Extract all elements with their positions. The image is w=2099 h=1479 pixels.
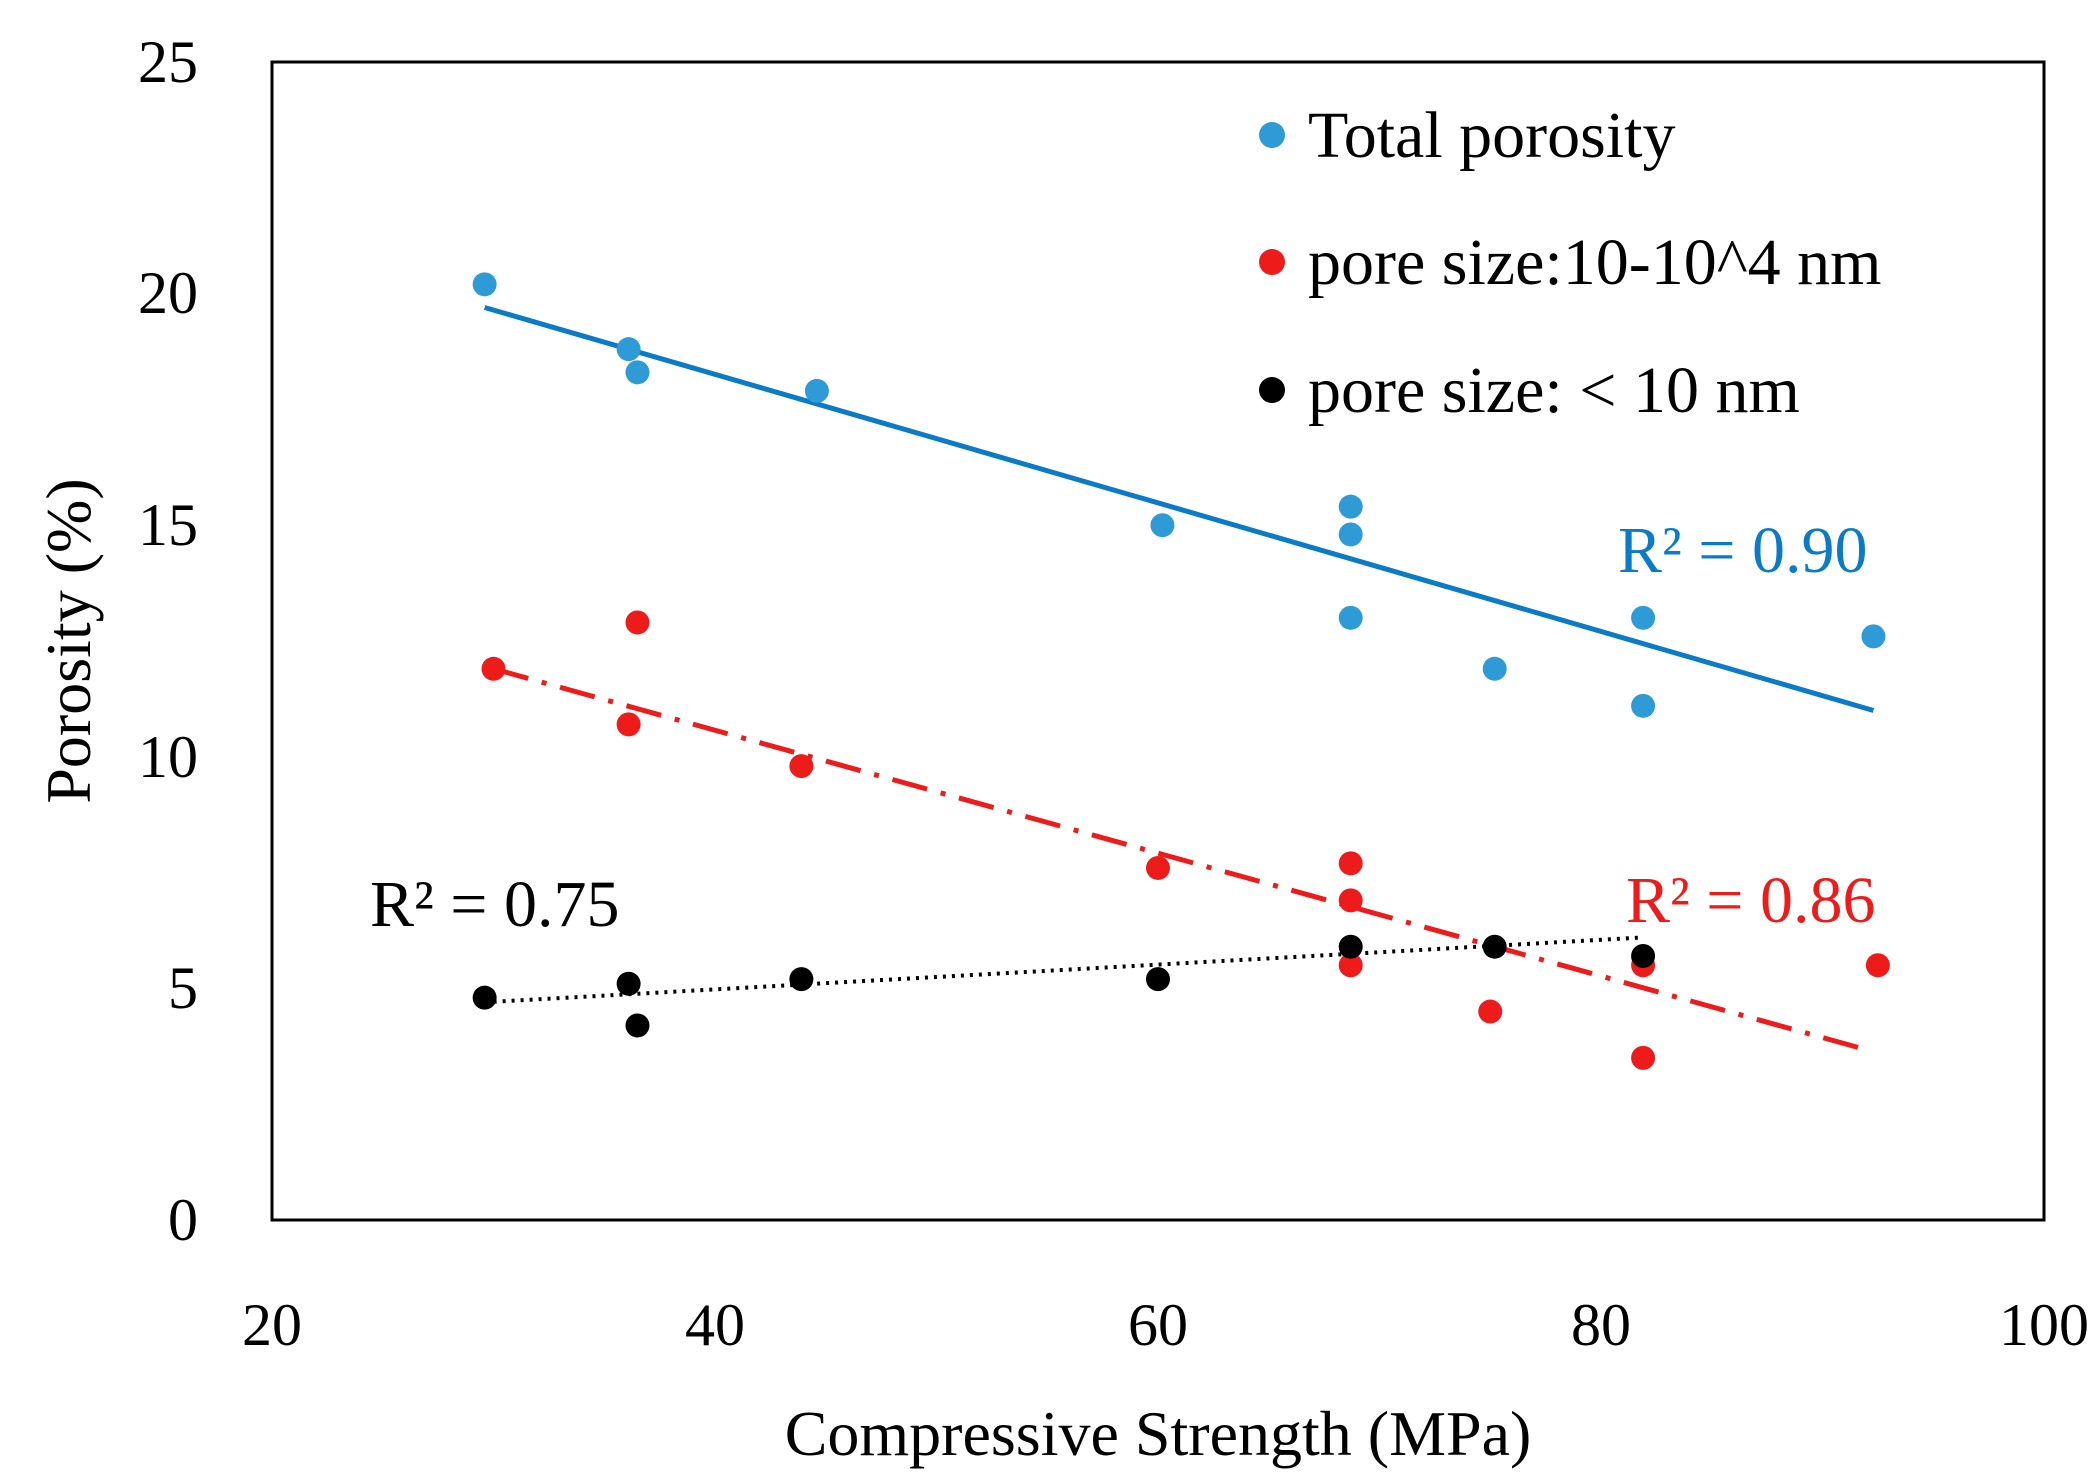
x-axis-tick-labels: 20 40 60 80 100 [242,1292,2089,1358]
data-point-series-0-3 [804,378,829,403]
data-point-series-0-6 [1338,522,1363,547]
x-tick-label: 80 [1571,1292,1631,1358]
data-point-series-2-2 [625,1013,650,1038]
data-point-series-2-7 [1631,943,1656,968]
legend-marker-pore-10-10000nm [1259,249,1285,275]
data-point-series-0-8 [1482,656,1507,681]
data-point-series-0-2 [625,360,650,385]
y-tick-label: 25 [138,29,198,95]
data-point-series-2-4 [1146,967,1170,992]
trendlines [483,305,1875,1052]
r2-label-pore-10-10000nm: R² = 0.86 [1626,864,1876,937]
data-point-series-2-5 [1338,934,1363,959]
legend-label-pore-under-10nm: pore size: < 10 nm [1308,354,1800,427]
data-point-series-0-4 [1150,513,1175,538]
data-point-series-1-4 [1146,855,1170,880]
data-point-series-1-6 [1338,888,1363,913]
r2-label-total-porosity: R² = 0.90 [1618,514,1868,587]
trendline-series-1 [492,666,1864,1052]
legend-label-pore-10-10000nm: pore size:10-10^4 nm [1308,226,1882,299]
data-point-series-1-1 [616,712,641,737]
data-point-series-0-11 [1861,624,1886,649]
data-point-series-1-2 [625,610,650,635]
trendline-series-0 [483,305,1875,713]
data-points [472,272,1890,1070]
y-axis-tick-labels: 0 5 10 15 20 25 [138,29,198,1253]
y-tick-label: 15 [138,492,198,558]
x-tick-label: 100 [1999,1292,2089,1358]
data-point-series-0-0 [472,272,497,297]
legend: Total porosity pore size:10-10^4 nm pore… [1259,99,1882,427]
y-tick-label: 10 [138,724,198,790]
data-point-series-1-7 [1338,953,1363,978]
data-point-series-0-9 [1631,605,1656,630]
data-point-series-1-3 [789,754,814,779]
legend-marker-pore-under-10nm [1259,377,1285,403]
x-tick-label: 20 [242,1292,302,1358]
data-point-series-2-0 [472,985,497,1010]
y-tick-label: 20 [138,260,198,326]
r2-label-pore-under-10nm: R² = 0.75 [370,868,620,941]
legend-label-total-porosity: Total porosity [1308,99,1676,172]
data-point-series-1-10 [1631,1045,1656,1070]
x-tick-label: 60 [1128,1292,1188,1358]
y-tick-label: 5 [168,955,198,1021]
x-tick-label: 40 [685,1292,745,1358]
data-point-series-1-5 [1338,851,1363,876]
plot-area-frame [270,60,2046,1222]
data-point-series-0-10 [1631,693,1656,718]
data-point-series-0-7 [1338,605,1363,630]
data-point-series-2-3 [789,967,814,992]
y-axis-title: Porosity (%) [33,478,104,803]
data-point-series-1-8 [1478,999,1503,1024]
x-axis-title: Compressive Strength (MPa) [785,1398,1532,1469]
data-point-series-0-1 [616,337,641,362]
data-point-series-0-5 [1338,494,1363,519]
legend-marker-total-porosity [1259,122,1285,148]
data-point-series-1-0 [481,656,506,681]
data-point-series-2-1 [616,971,641,996]
y-tick-label: 0 [168,1187,198,1253]
data-point-series-2-6 [1482,934,1507,959]
data-point-series-1-11 [1865,953,1890,978]
trendline-series-2 [484,935,1644,1005]
